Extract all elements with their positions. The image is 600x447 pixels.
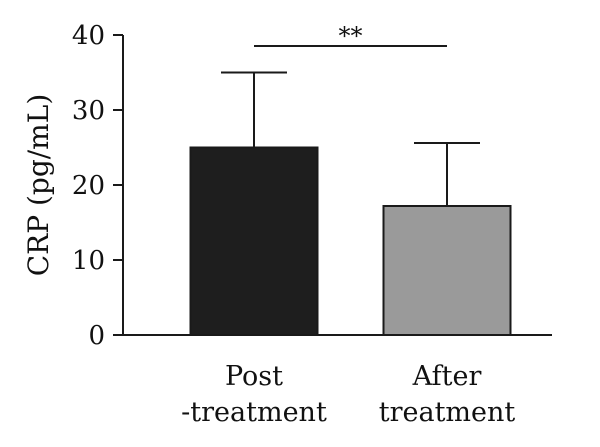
- y-axis-title: CRP (pg/mL): [22, 94, 55, 277]
- x-tick-label-line: Post: [225, 361, 283, 392]
- error-bars: [221, 71, 480, 206]
- x-tick-label-line: -treatment: [181, 397, 327, 428]
- x-tick-label: After treatment: [379, 361, 516, 428]
- x-tick-label: Post -treatment: [181, 361, 327, 428]
- y-tick-label: 0: [88, 321, 105, 351]
- bar: [382, 205, 512, 336]
- significance-label: **: [339, 22, 363, 50]
- bar: [189, 146, 319, 336]
- x-tick-label-line: treatment: [379, 397, 516, 428]
- x-tick-label-line: After: [412, 361, 482, 392]
- bars: [189, 146, 512, 336]
- y-tick-label: 40: [72, 21, 105, 51]
- y-tick-label: 20: [72, 171, 105, 201]
- y-tick-label: 10: [72, 246, 105, 276]
- x-axis-labels: Post -treatment After treatment: [181, 361, 515, 428]
- significance-annotation: **: [254, 22, 447, 50]
- y-tick-label: 30: [72, 96, 105, 126]
